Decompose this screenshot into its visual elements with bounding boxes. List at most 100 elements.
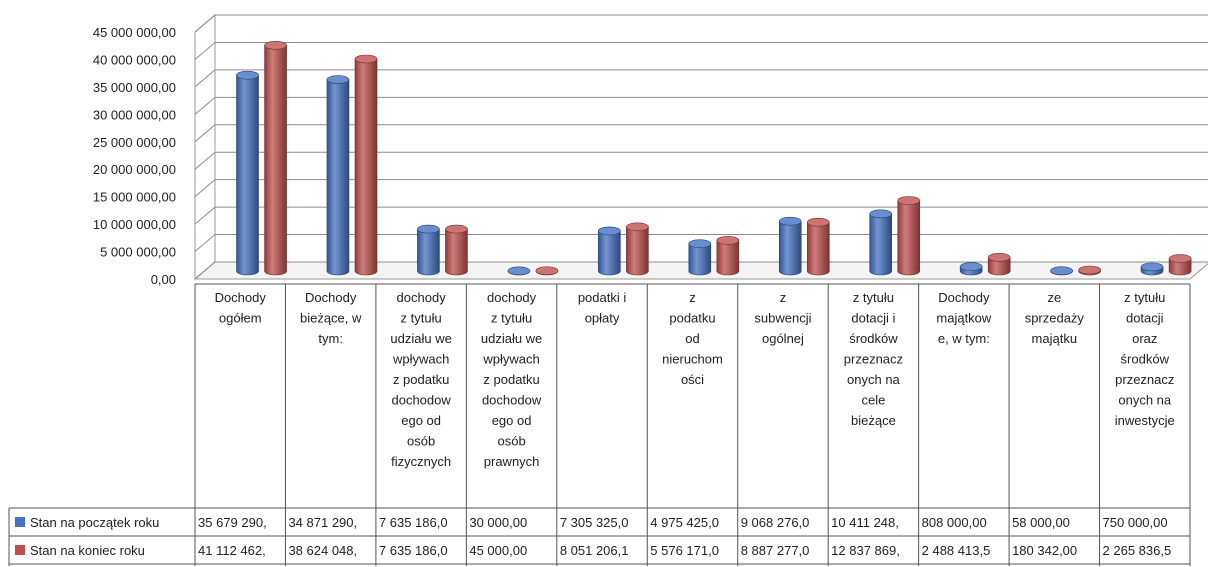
data-table: Dochody ogółem Dochody bieżące, w tym: dochod…: [8, 283, 1191, 566]
bar-end: [1078, 265, 1101, 276]
bar-end: [897, 196, 921, 276]
bar-top: [959, 262, 983, 271]
bar-top: [445, 224, 468, 234]
table-value: 9 068 276,0: [741, 515, 810, 530]
bar-top: [778, 216, 802, 226]
table-value: 8 887 277,0: [741, 543, 810, 558]
y-tick-label: 40 000 000,00: [93, 52, 176, 67]
category-label-line: tym:: [318, 331, 343, 346]
category-label-line: od: [685, 331, 699, 346]
table-value: 4 975 425,0: [650, 515, 719, 530]
table-value: 12 837 869,: [831, 543, 900, 558]
table-value: 8 051 206,1: [560, 543, 629, 558]
bar-top: [869, 209, 892, 219]
bar-top: [716, 236, 740, 245]
category-label-line: cele: [861, 393, 885, 408]
bars: [236, 41, 1192, 276]
category-label-line: z podatku: [393, 372, 449, 387]
gridline: [194, 41, 1208, 60]
category-label-line: dochodow: [482, 393, 542, 408]
bar-start: [326, 75, 350, 276]
bar-top: [1168, 254, 1192, 263]
category-label: dochody z tytułu udziału we wpływach z podat…: [481, 290, 542, 469]
category-label-line: ego od: [401, 413, 441, 428]
bar-start: [236, 70, 259, 276]
bar-end: [987, 253, 1011, 276]
table-value: 38 624 048,: [288, 543, 357, 558]
bar-body: [417, 228, 440, 276]
legend-key: [15, 545, 25, 555]
y-tick-label: 30 000 000,00: [93, 107, 176, 122]
category-label-line: dotacji i: [851, 311, 895, 326]
bar-top: [236, 70, 259, 80]
bar-top: [326, 75, 350, 84]
category-label-line: środków: [849, 331, 898, 346]
category-label-line: inwestycje: [1115, 413, 1175, 428]
category-label-line: z: [780, 290, 787, 305]
table-value: 30 000,00: [469, 515, 527, 530]
category-label-line: z tytułu: [853, 290, 894, 305]
bar-end: [354, 54, 378, 276]
table-value: 35 679 290,: [198, 515, 267, 530]
bar-body: [1168, 258, 1192, 276]
category-label-line: fizycznych: [391, 454, 451, 469]
category-label-line: opłaty: [585, 311, 620, 326]
bar-end: [626, 222, 649, 276]
category-label-line: ego od: [492, 413, 532, 428]
table-value: 2 265 836,5: [1103, 543, 1172, 558]
bar-top: [897, 196, 921, 205]
bar-top: [264, 41, 287, 50]
bar-top: [598, 226, 621, 236]
category-label-line: dochody: [397, 290, 447, 305]
bar-body: [236, 74, 259, 276]
category-label-line: podatki i: [578, 290, 627, 305]
bar-top: [688, 239, 712, 248]
category-label-line: ze: [1047, 290, 1061, 305]
bar-top: [626, 222, 649, 232]
gridline: [194, 96, 1208, 115]
bar-body: [326, 79, 350, 276]
bar-top: [1078, 265, 1101, 275]
bar-body: [716, 240, 740, 276]
bar-end: [535, 266, 559, 276]
bar-start: [1140, 262, 1164, 276]
y-tick-label: 20 000 000,00: [93, 162, 176, 177]
category-label-line: dotacji: [1126, 311, 1164, 326]
y-tick-label: 45 000 000,00: [93, 25, 176, 40]
bar-top: [417, 224, 440, 234]
category-label-line: Dochody: [215, 290, 267, 305]
category-label-line: dochodow: [391, 393, 451, 408]
category-label-line: wpływach: [392, 352, 449, 367]
category-label-line: z tytułu: [1124, 290, 1165, 305]
table-value: 58 000,00: [1012, 515, 1070, 530]
table-value: 10 411 248,: [831, 515, 899, 530]
table-value: 180 342,00: [1012, 543, 1077, 558]
category-label: z tytułu dotacji oraz środków przeznacz onych…: [1115, 290, 1175, 428]
category-label-line: majątku: [1032, 331, 1078, 346]
table-value: 45 000,00: [469, 543, 527, 558]
table-value: 750 000,00: [1103, 515, 1168, 530]
bar-top: [987, 253, 1011, 262]
table-value: 2 488 413,5: [922, 543, 991, 558]
bar-body: [626, 226, 649, 276]
bar-body: [598, 230, 621, 276]
category-label-line: udziału we: [390, 331, 451, 346]
category-label-line: nieruchom: [662, 352, 723, 367]
category-label-line: przeznacz: [844, 352, 903, 367]
bar-body: [264, 45, 287, 276]
table-value: 7 305 325,0: [560, 515, 629, 530]
bar-body: [445, 228, 468, 276]
bar-body: [806, 221, 830, 276]
table-value: 5 576 171,0: [650, 543, 719, 558]
y-tick-label: 0,00: [151, 272, 176, 287]
category-label-line: oraz: [1132, 331, 1157, 346]
category-label-line: bieżące: [851, 413, 896, 428]
category-label-line: z tytułu: [401, 311, 442, 326]
category-label-line: osób: [497, 434, 525, 449]
bar-start: [778, 216, 802, 276]
bar-end: [264, 41, 287, 276]
category-label: podatki i opłaty: [578, 290, 627, 326]
y-axis-tick-labels: 0,00 5 000 000,00 10 000 000,00 15 000 000,…: [93, 25, 176, 287]
category-label-line: bieżące, w: [300, 311, 362, 326]
bar-body: [778, 220, 802, 276]
